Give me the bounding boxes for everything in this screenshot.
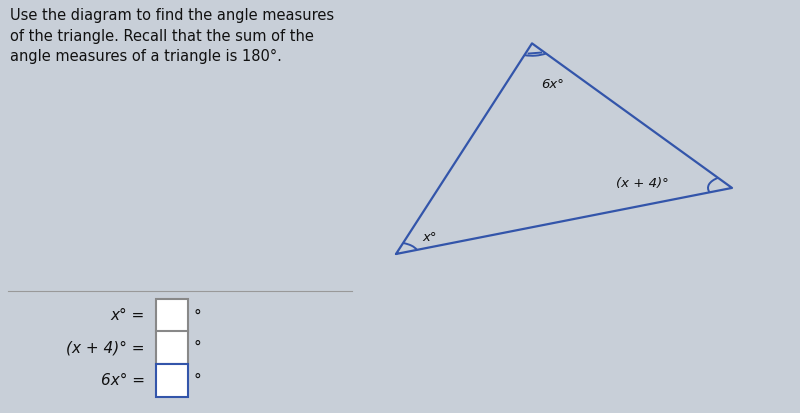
FancyBboxPatch shape bbox=[156, 299, 188, 332]
Text: x°: x° bbox=[422, 231, 437, 244]
Text: (x + 4)° =: (x + 4)° = bbox=[66, 340, 150, 355]
Text: 6x°: 6x° bbox=[542, 78, 565, 91]
Text: (x + 4)°: (x + 4)° bbox=[616, 177, 669, 190]
FancyBboxPatch shape bbox=[156, 331, 188, 364]
Text: x° =: x° = bbox=[110, 309, 150, 323]
Text: °: ° bbox=[194, 373, 202, 388]
Text: 6x° =: 6x° = bbox=[101, 373, 150, 388]
Text: Use the diagram to find the angle measures
of the triangle. Recall that the sum : Use the diagram to find the angle measur… bbox=[10, 8, 334, 64]
Text: °: ° bbox=[194, 309, 202, 323]
FancyBboxPatch shape bbox=[156, 364, 188, 397]
Text: °: ° bbox=[194, 340, 202, 355]
